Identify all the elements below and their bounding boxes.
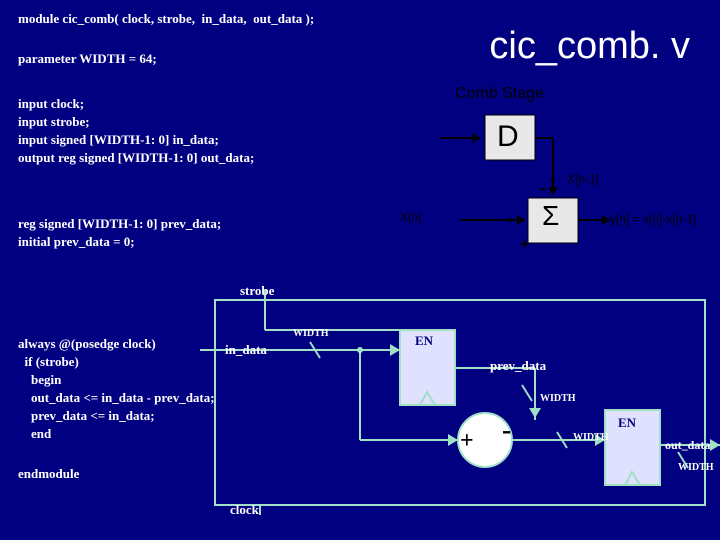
code-line: input strobe; — [18, 113, 90, 131]
code-line: end — [18, 425, 51, 443]
xn-label: X[n] — [400, 210, 421, 224]
file-title: cic_comb. v — [489, 25, 690, 68]
prev-data-label: prev_data — [490, 358, 546, 374]
code-line: input signed [WIDTH-1: 0] in_data; — [18, 131, 219, 149]
en-label-2: EN — [618, 415, 636, 431]
eq-label: y[n] = x[n]-x[n-1] — [610, 212, 696, 226]
out-data-label: out_data — [665, 438, 710, 453]
width-label-1: WIDTH — [293, 328, 329, 339]
code-line: if (strobe) — [18, 353, 79, 371]
en-label-1: EN — [415, 333, 433, 349]
plus-op: + — [460, 428, 474, 455]
sigma-label: Σ — [542, 200, 559, 232]
code-line: always @(posedge clock) — [18, 335, 156, 353]
in-data-label: in_data — [225, 342, 267, 358]
code-line: out_data <= in_data - prev_data; — [18, 389, 215, 407]
block-diagram — [200, 290, 720, 520]
width-label-2: WIDTH — [540, 393, 576, 404]
minus-sign: - — [540, 178, 546, 199]
plus-sign: + — [520, 236, 529, 254]
code-line: begin — [18, 371, 61, 389]
code-line: initial prev_data = 0; — [18, 233, 135, 251]
code-line: output reg signed [WIDTH-1: 0] out_data; — [18, 149, 254, 167]
clock-label: clock — [230, 502, 259, 518]
code-line: endmodule — [18, 465, 79, 483]
d-label: D — [497, 120, 519, 154]
code-line: input clock; — [18, 95, 84, 113]
strobe-label: strobe — [240, 283, 274, 299]
code-line: prev_data <= in_data; — [18, 407, 155, 425]
minus-op: - — [502, 415, 511, 447]
width-label-4: WIDTH — [678, 462, 714, 473]
code-line: parameter WIDTH = 64; — [18, 50, 157, 68]
xn1-label: X[n-1] — [567, 172, 599, 186]
code-line: module cic_comb( clock, strobe, in_data,… — [18, 10, 314, 28]
code-line: reg signed [WIDTH-1: 0] prev_data; — [18, 215, 221, 233]
width-label-3: WIDTH — [573, 432, 609, 443]
